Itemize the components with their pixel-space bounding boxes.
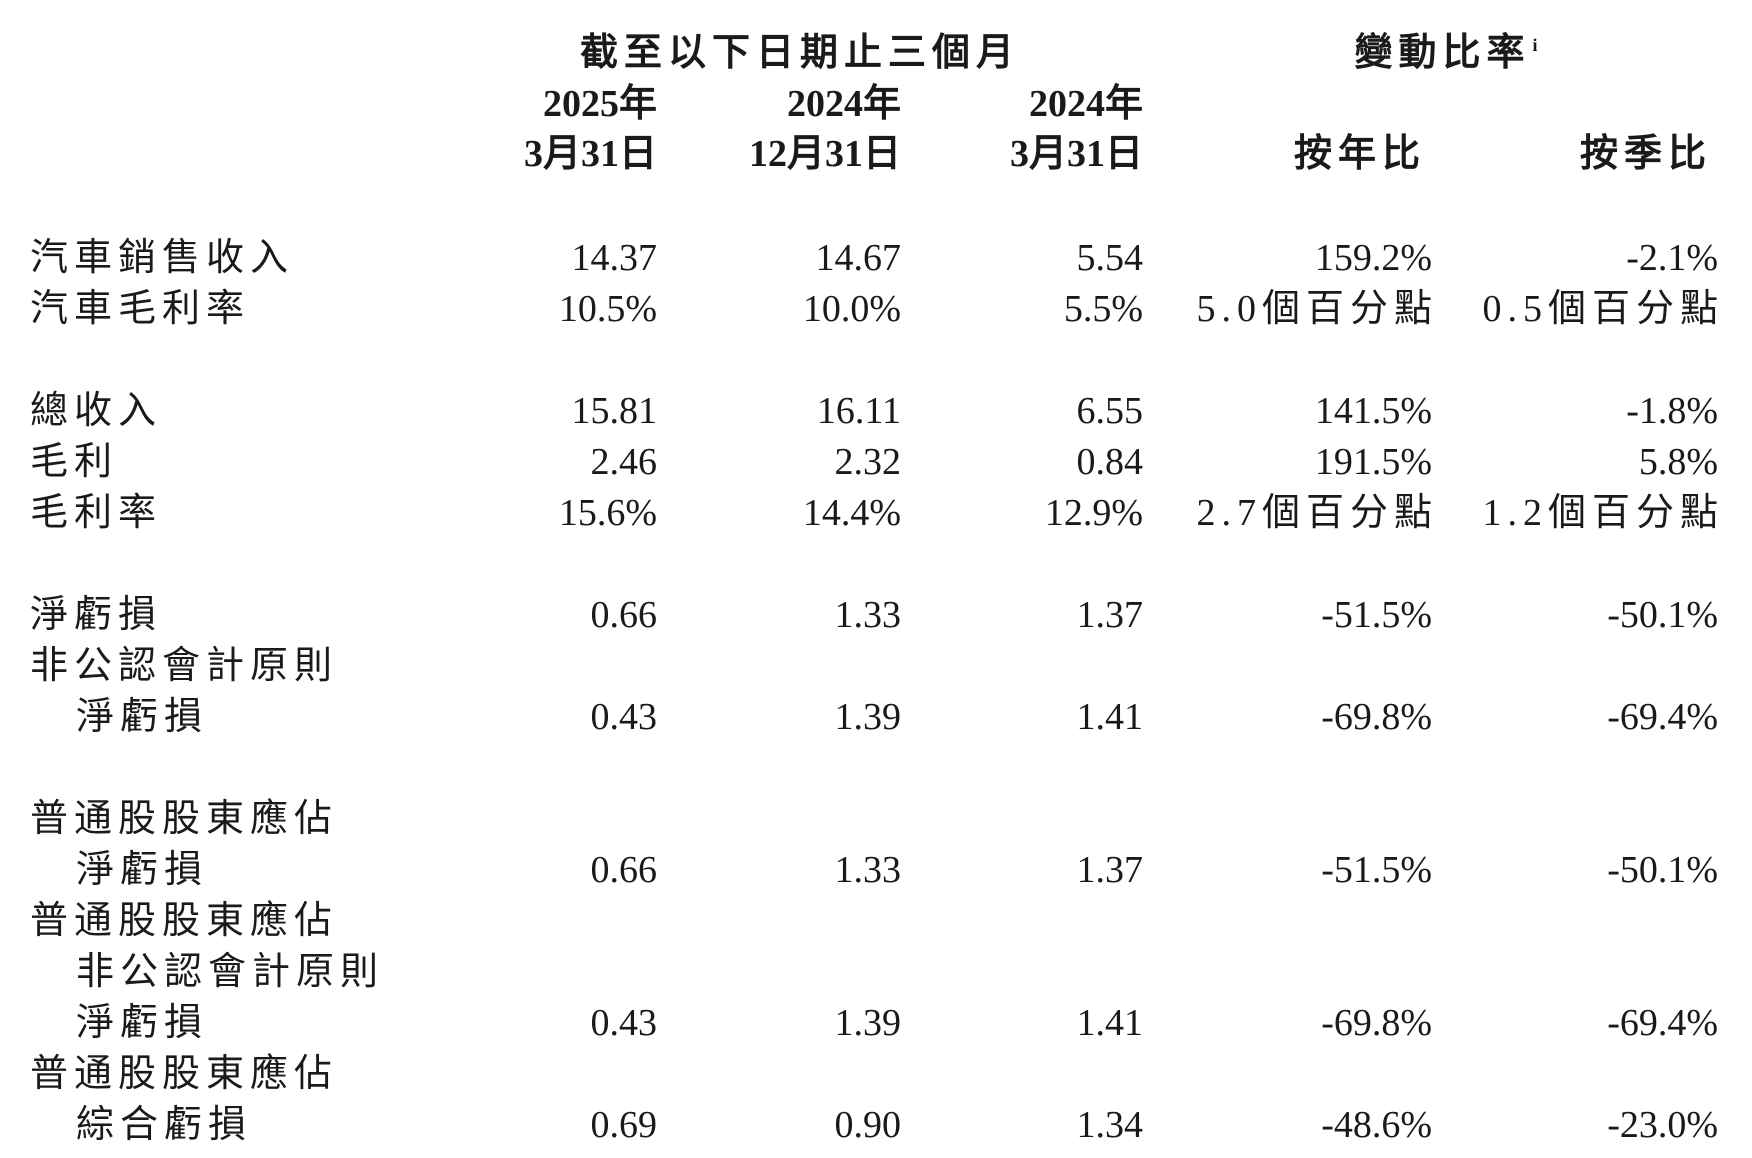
row-label: 毛利率 <box>30 492 163 534</box>
cell-value: 0.43 <box>590 1002 658 1044</box>
cell-value: 1.39 <box>834 1002 902 1044</box>
cell-value: 1.33 <box>834 594 902 636</box>
row-label: 普通股股東應佔 <box>30 900 339 942</box>
cell-value: -69.8% <box>1321 1002 1432 1044</box>
cell-value: 1.41 <box>1076 696 1144 738</box>
cell-value: 15.6% <box>558 492 657 534</box>
column-header: 2024年 <box>1028 83 1143 125</box>
cell-value: 2.7個百分點 <box>1196 492 1438 534</box>
row-label: 非公認會計原則 <box>76 951 385 993</box>
cell-value: 141.5% <box>1314 390 1432 432</box>
row-label: 普通股股東應佔 <box>30 798 339 840</box>
cell-value: -51.5% <box>1321 594 1432 636</box>
row-label: 普通股股東應佔 <box>30 1053 339 1095</box>
cell-value: 1.34 <box>1076 1104 1144 1146</box>
row-label: 毛利 <box>30 441 119 483</box>
cell-value: 6.55 <box>1076 390 1144 432</box>
column-header: 按季比 <box>1579 133 1712 175</box>
cell-value: 1.39 <box>834 696 902 738</box>
cell-value: 16.11 <box>816 390 901 432</box>
cell-value: 1.37 <box>1076 594 1144 636</box>
change-title-text: 變動比率 <box>1354 32 1531 74</box>
row-label: 汽車銷售收入 <box>30 237 295 279</box>
cell-value: 5.0個百分點 <box>1196 288 1438 330</box>
cell-value: -1.8% <box>1626 390 1718 432</box>
cell-value: 12.9% <box>1044 492 1143 534</box>
row-label: 汽車毛利率 <box>30 288 251 330</box>
cell-value: 15.81 <box>571 390 658 432</box>
cell-value: 159.2% <box>1314 237 1432 279</box>
row-label: 非公認會計原則 <box>30 645 339 687</box>
cell-value: 0.5個百分點 <box>1482 288 1724 330</box>
cell-value: 10.0% <box>802 288 901 330</box>
cell-value: 14.4% <box>802 492 901 534</box>
row-label: 淨虧損 <box>76 849 209 891</box>
row-label: 總收入 <box>30 390 163 432</box>
cell-value: 0.66 <box>590 594 658 636</box>
column-header: 3月31日 <box>523 133 657 175</box>
cell-value: -69.4% <box>1607 696 1718 738</box>
cell-value: -2.1% <box>1626 237 1718 279</box>
cell-value: 5.5% <box>1063 288 1143 330</box>
cell-value: 0.43 <box>590 696 658 738</box>
cell-value: 14.37 <box>571 237 658 279</box>
column-header: 2025年 <box>542 83 657 125</box>
row-label: 綜合虧損 <box>76 1104 253 1146</box>
cell-value: -50.1% <box>1607 849 1718 891</box>
cell-value: 1.41 <box>1076 1002 1144 1044</box>
cell-value: 1.2個百分點 <box>1482 492 1724 534</box>
cell-value: 2.46 <box>590 441 658 483</box>
cell-value: 0.69 <box>590 1104 658 1146</box>
cell-value: -69.8% <box>1321 696 1432 738</box>
cell-value: 5.8% <box>1638 441 1718 483</box>
period-title: 截至以下日期止三個月 <box>579 32 1021 74</box>
row-label: 淨虧損 <box>76 696 209 738</box>
cell-value: 14.67 <box>815 237 902 279</box>
cell-value: 5.54 <box>1076 237 1144 279</box>
cell-value: -50.1% <box>1607 594 1718 636</box>
cell-value: 0.84 <box>1076 441 1144 483</box>
change-title: 變動比率 i <box>1354 34 1543 72</box>
cell-value: -23.0% <box>1607 1104 1718 1146</box>
cell-value: -48.6% <box>1321 1104 1432 1146</box>
cell-value: 1.37 <box>1076 849 1144 891</box>
cell-value: -51.5% <box>1321 849 1432 891</box>
cell-value: 1.33 <box>834 849 902 891</box>
cell-value: 0.90 <box>834 1104 902 1146</box>
cell-value: 0.66 <box>590 849 658 891</box>
cell-value: 191.5% <box>1314 441 1432 483</box>
footnote-mark: i <box>1532 35 1544 56</box>
row-label: 淨虧損 <box>30 594 163 636</box>
column-header: 按年比 <box>1293 133 1426 175</box>
column-header: 3月31日 <box>1009 133 1143 175</box>
cell-value: -69.4% <box>1607 1002 1718 1044</box>
row-label: 淨虧損 <box>76 1002 209 1044</box>
column-header: 2024年 <box>786 83 901 125</box>
cell-value: 10.5% <box>558 288 657 330</box>
column-header: 12月31日 <box>748 133 901 175</box>
cell-value: 2.32 <box>834 441 902 483</box>
